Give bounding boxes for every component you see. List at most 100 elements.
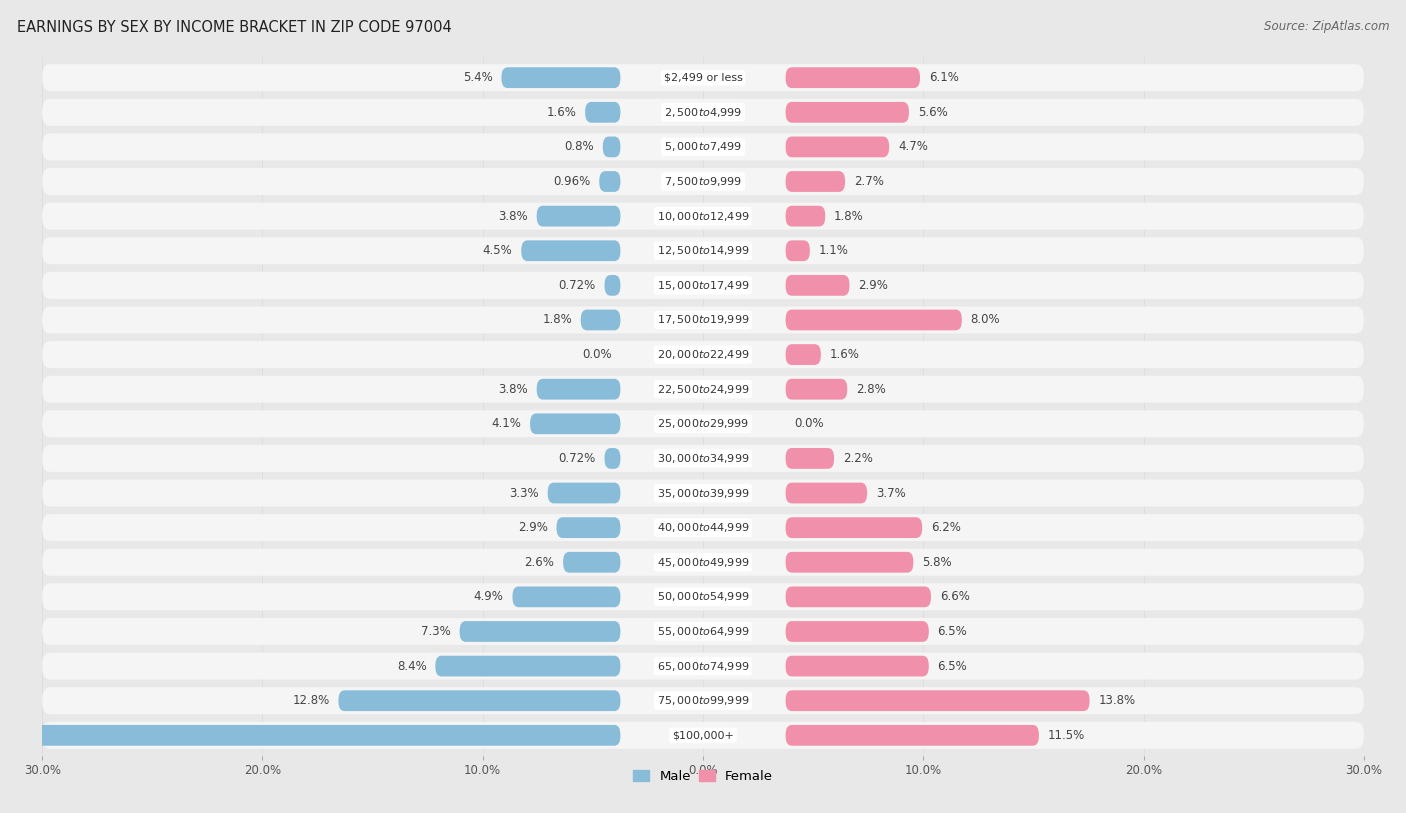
- Text: 1.6%: 1.6%: [830, 348, 859, 361]
- FancyBboxPatch shape: [786, 586, 931, 607]
- Text: $22,500 to $24,999: $22,500 to $24,999: [657, 383, 749, 396]
- FancyBboxPatch shape: [436, 656, 620, 676]
- FancyBboxPatch shape: [42, 133, 1364, 160]
- FancyBboxPatch shape: [564, 552, 620, 572]
- Text: 12.8%: 12.8%: [292, 694, 329, 707]
- FancyBboxPatch shape: [42, 99, 1364, 126]
- FancyBboxPatch shape: [42, 307, 1364, 333]
- FancyBboxPatch shape: [786, 690, 1090, 711]
- Legend: Male, Female: Male, Female: [627, 764, 779, 788]
- FancyBboxPatch shape: [786, 206, 825, 227]
- Text: $7,500 to $9,999: $7,500 to $9,999: [664, 175, 742, 188]
- FancyBboxPatch shape: [786, 621, 929, 642]
- Text: 3.8%: 3.8%: [498, 383, 527, 396]
- Text: 2.2%: 2.2%: [842, 452, 873, 465]
- FancyBboxPatch shape: [786, 725, 1039, 746]
- FancyBboxPatch shape: [42, 341, 1364, 368]
- FancyBboxPatch shape: [603, 137, 620, 157]
- FancyBboxPatch shape: [605, 448, 620, 469]
- Text: $10,000 to $12,499: $10,000 to $12,499: [657, 210, 749, 223]
- FancyBboxPatch shape: [786, 137, 889, 157]
- Text: 2.7%: 2.7%: [853, 175, 884, 188]
- Text: 8.4%: 8.4%: [396, 659, 426, 672]
- FancyBboxPatch shape: [786, 483, 868, 503]
- FancyBboxPatch shape: [530, 414, 620, 434]
- Text: 13.8%: 13.8%: [1098, 694, 1136, 707]
- Text: 6.2%: 6.2%: [931, 521, 960, 534]
- Text: 11.5%: 11.5%: [1047, 728, 1085, 741]
- Text: 8.0%: 8.0%: [970, 314, 1000, 327]
- FancyBboxPatch shape: [42, 445, 1364, 472]
- Text: $15,000 to $17,499: $15,000 to $17,499: [657, 279, 749, 292]
- FancyBboxPatch shape: [585, 102, 620, 123]
- Text: 6.5%: 6.5%: [938, 625, 967, 638]
- Text: $100,000+: $100,000+: [672, 730, 734, 741]
- Text: 2.6%: 2.6%: [524, 556, 554, 569]
- Text: $17,500 to $19,999: $17,500 to $19,999: [657, 314, 749, 327]
- FancyBboxPatch shape: [786, 552, 914, 572]
- FancyBboxPatch shape: [537, 206, 620, 227]
- Text: 2.9%: 2.9%: [517, 521, 548, 534]
- Text: 7.3%: 7.3%: [420, 625, 451, 638]
- Text: $50,000 to $54,999: $50,000 to $54,999: [657, 590, 749, 603]
- Text: 1.8%: 1.8%: [543, 314, 572, 327]
- FancyBboxPatch shape: [786, 102, 908, 123]
- Text: 3.8%: 3.8%: [498, 210, 527, 223]
- Text: 0.96%: 0.96%: [553, 175, 591, 188]
- FancyBboxPatch shape: [512, 586, 620, 607]
- FancyBboxPatch shape: [786, 448, 834, 469]
- Text: 0.0%: 0.0%: [582, 348, 612, 361]
- Text: 5.8%: 5.8%: [922, 556, 952, 569]
- FancyBboxPatch shape: [502, 67, 620, 88]
- Text: 0.8%: 0.8%: [564, 141, 593, 154]
- FancyBboxPatch shape: [42, 722, 1364, 749]
- FancyBboxPatch shape: [42, 411, 1364, 437]
- FancyBboxPatch shape: [786, 344, 821, 365]
- FancyBboxPatch shape: [460, 621, 620, 642]
- FancyBboxPatch shape: [581, 310, 620, 330]
- Text: $2,500 to $4,999: $2,500 to $4,999: [664, 106, 742, 119]
- FancyBboxPatch shape: [548, 483, 620, 503]
- FancyBboxPatch shape: [786, 67, 920, 88]
- Text: 4.1%: 4.1%: [492, 417, 522, 430]
- Text: 3.7%: 3.7%: [876, 486, 905, 499]
- FancyBboxPatch shape: [786, 241, 810, 261]
- Text: $35,000 to $39,999: $35,000 to $39,999: [657, 486, 749, 499]
- Text: $30,000 to $34,999: $30,000 to $34,999: [657, 452, 749, 465]
- Text: 6.1%: 6.1%: [929, 72, 959, 85]
- FancyBboxPatch shape: [786, 517, 922, 538]
- FancyBboxPatch shape: [537, 379, 620, 399]
- Text: Source: ZipAtlas.com: Source: ZipAtlas.com: [1264, 20, 1389, 33]
- Text: $5,000 to $7,499: $5,000 to $7,499: [664, 141, 742, 154]
- Text: 1.8%: 1.8%: [834, 210, 863, 223]
- Text: 6.6%: 6.6%: [939, 590, 970, 603]
- FancyBboxPatch shape: [42, 64, 1364, 91]
- FancyBboxPatch shape: [42, 376, 1364, 402]
- FancyBboxPatch shape: [522, 241, 620, 261]
- FancyBboxPatch shape: [786, 656, 929, 676]
- FancyBboxPatch shape: [42, 168, 1364, 195]
- Text: $20,000 to $22,499: $20,000 to $22,499: [657, 348, 749, 361]
- FancyBboxPatch shape: [42, 272, 1364, 299]
- FancyBboxPatch shape: [42, 584, 1364, 611]
- FancyBboxPatch shape: [42, 549, 1364, 576]
- Text: 1.1%: 1.1%: [818, 244, 848, 257]
- FancyBboxPatch shape: [42, 653, 1364, 680]
- Text: 0.72%: 0.72%: [558, 279, 596, 292]
- FancyBboxPatch shape: [42, 618, 1364, 645]
- Text: 2.8%: 2.8%: [856, 383, 886, 396]
- Text: $65,000 to $74,999: $65,000 to $74,999: [657, 659, 749, 672]
- Text: EARNINGS BY SEX BY INCOME BRACKET IN ZIP CODE 97004: EARNINGS BY SEX BY INCOME BRACKET IN ZIP…: [17, 20, 451, 35]
- FancyBboxPatch shape: [0, 725, 620, 746]
- FancyBboxPatch shape: [786, 310, 962, 330]
- Text: $55,000 to $64,999: $55,000 to $64,999: [657, 625, 749, 638]
- Text: 1.6%: 1.6%: [547, 106, 576, 119]
- Text: 3.3%: 3.3%: [509, 486, 538, 499]
- Text: $2,499 or less: $2,499 or less: [664, 72, 742, 83]
- FancyBboxPatch shape: [42, 514, 1364, 541]
- FancyBboxPatch shape: [605, 275, 620, 296]
- Text: $75,000 to $99,999: $75,000 to $99,999: [657, 694, 749, 707]
- FancyBboxPatch shape: [42, 480, 1364, 506]
- Text: $40,000 to $44,999: $40,000 to $44,999: [657, 521, 749, 534]
- FancyBboxPatch shape: [42, 202, 1364, 229]
